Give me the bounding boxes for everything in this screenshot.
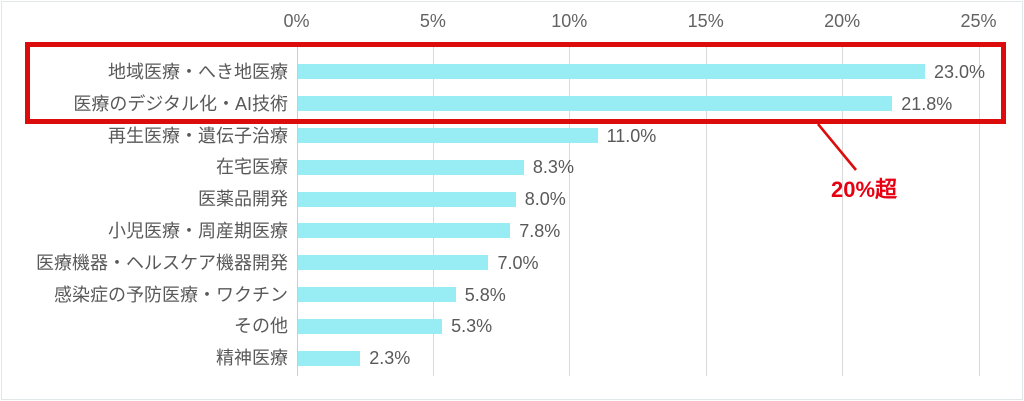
bar: [297, 287, 456, 302]
category-label: 在宅医療: [216, 157, 288, 178]
category-label: 医療機器・ヘルスケア機器開発: [36, 252, 288, 273]
gridline: [706, 44, 707, 376]
value-label: 5.8%: [464, 284, 506, 305]
bar: [297, 318, 443, 334]
bar: [297, 191, 516, 207]
bar: [297, 96, 893, 112]
x-axis-tick-label: 20%: [824, 11, 861, 31]
x-axis-tick-label: 0%: [283, 11, 310, 31]
gridline: [433, 44, 434, 376]
gridline: [842, 44, 843, 376]
value-label: 11.0%: [606, 125, 657, 146]
category-label: 医療のデジタル化・AI技術: [73, 93, 288, 114]
value-label: 7.0%: [497, 252, 539, 273]
category-label: 小児医療・周産期医療: [108, 220, 288, 241]
category-label: 医薬品開発: [198, 189, 288, 210]
bar: [297, 159, 524, 175]
category-label: その他: [234, 316, 288, 337]
value-label: 8.0%: [524, 189, 566, 210]
bar: [297, 64, 925, 80]
x-axis-tick-label: 5%: [419, 11, 446, 31]
value-label: 7.8%: [519, 220, 561, 241]
value-label: 5.3%: [451, 316, 493, 337]
category-label: 再生医療・遺伝子治療: [108, 125, 288, 146]
value-label: 2.3%: [369, 348, 411, 369]
x-axis-tick-label: 10%: [551, 11, 588, 31]
gridline: [979, 44, 980, 376]
bar: [297, 128, 598, 143]
bar: [297, 255, 489, 271]
x-axis-tick-label: 25%: [960, 11, 997, 31]
x-axis-tick-label: 15%: [687, 11, 724, 31]
bar: [297, 223, 511, 239]
category-label: 精神医療: [216, 348, 288, 369]
category-label: 感染症の予防医療・ワクチン: [54, 284, 288, 305]
value-label: 21.8%: [901, 93, 953, 114]
category-label: 地域医療・へき地医療: [108, 61, 288, 82]
gridline: [569, 44, 570, 376]
value-axis-line: [297, 44, 298, 376]
value-label: 23.0%: [933, 61, 985, 82]
callout-label: 20%超: [831, 177, 898, 202]
bar: [297, 350, 361, 366]
value-label: 8.3%: [532, 157, 574, 178]
